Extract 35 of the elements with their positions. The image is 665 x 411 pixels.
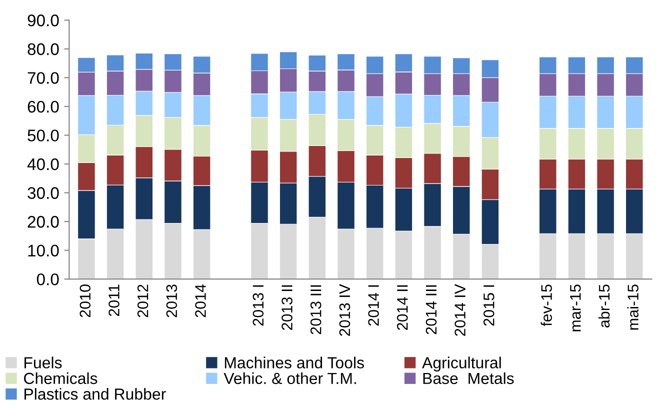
- x-tick-label: 2014: [195, 284, 206, 318]
- y-tick-label: 20.0: [28, 216, 59, 228]
- x-tick-label: 2015 I: [483, 285, 494, 326]
- y-tick-label: 90.0: [28, 14, 59, 26]
- y-tick-label: 60.0: [28, 100, 59, 113]
- y-tick-label: 40.0: [27, 158, 59, 170]
- legend-label: Agricultural: [422, 356, 501, 372]
- x-tick-label: 2011: [108, 284, 120, 316]
- x-tick-label: 2014 II: [396, 285, 408, 330]
- x-tick-label: abr-15: [598, 284, 610, 328]
- legend-label: Machines and Tools: [224, 356, 364, 368]
- x-tick-label: 2014 I: [368, 285, 379, 326]
- legend-label: Base Metals: [423, 372, 514, 384]
- x-tick-label: 2013 III: [310, 285, 322, 334]
- legend-label: Chemicals: [24, 372, 98, 384]
- x-tick-label: 2013 I: [252, 285, 264, 326]
- legend-label: Plastics and Rubber: [24, 388, 166, 400]
- legend-label: Fuels: [24, 356, 62, 368]
- y-tick-label: 50.0: [28, 130, 59, 142]
- y-tick-label: 80.0: [28, 43, 59, 56]
- y-tick-label: 0.0: [36, 273, 59, 286]
- x-tick-label: mai-15: [627, 284, 638, 330]
- x-tick-label: 2014 III: [426, 285, 437, 334]
- x-tick-label: 2014 IV: [454, 284, 466, 336]
- x-tick-label: 2013 II: [282, 285, 292, 330]
- x-tick-label: 2012: [137, 284, 148, 318]
- y-tick-label: 30.0: [28, 187, 59, 199]
- x-tick-label: 2013 IV: [339, 284, 350, 336]
- x-tick-label: 2013: [166, 284, 178, 318]
- legend-label: Vehic. & other T.M.: [224, 372, 356, 384]
- y-tick-label: 70.0: [28, 72, 59, 84]
- y-tick-label: 10.0: [28, 244, 59, 256]
- x-tick-label: mar-15: [570, 284, 581, 332]
- x-tick-label: 2010: [80, 284, 91, 318]
- x-tick-label: fev-15: [540, 284, 552, 326]
